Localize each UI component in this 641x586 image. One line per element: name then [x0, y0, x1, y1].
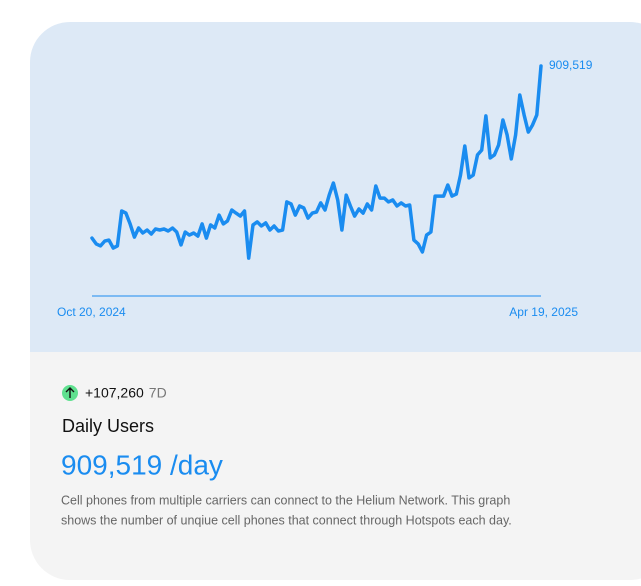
card-title: Daily Users — [62, 416, 154, 436]
info-panel — [30, 352, 641, 580]
description: shows the number of unqiue cell phones t… — [61, 513, 512, 527]
data-line — [90, 64, 543, 260]
description: Cell phones from multiple carriers can c… — [61, 493, 510, 507]
value-label: 909,519 — [549, 58, 593, 72]
change-value: +107,260 — [85, 385, 144, 401]
up-arrow — [65, 387, 75, 398]
x-tick-label: Oct 20, 2024 — [57, 305, 126, 319]
headline: 909,519 /day — [61, 449, 223, 480]
x-tick-label: Apr 19, 2025 — [509, 305, 578, 319]
change-period: 7D — [149, 385, 167, 401]
